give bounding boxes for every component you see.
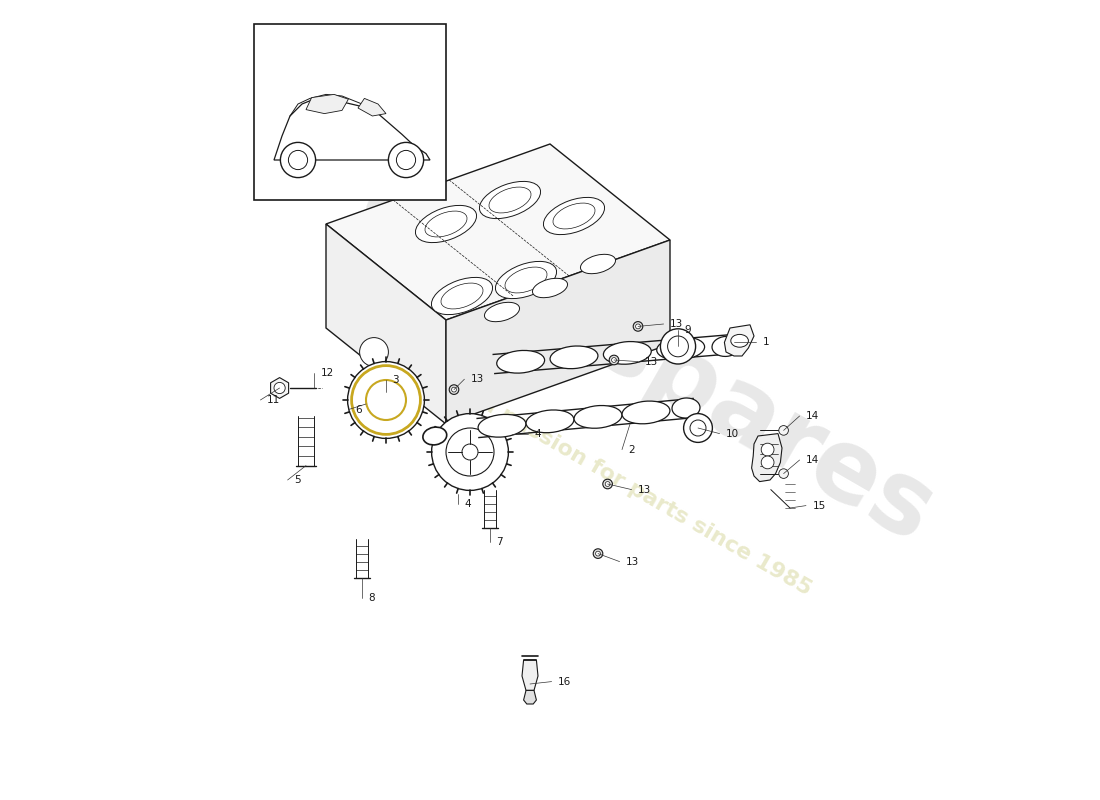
Polygon shape (522, 660, 538, 690)
Circle shape (668, 336, 689, 357)
Circle shape (605, 482, 610, 486)
Ellipse shape (490, 187, 531, 213)
Circle shape (634, 322, 642, 331)
Circle shape (593, 549, 603, 558)
Ellipse shape (581, 254, 616, 274)
Ellipse shape (497, 350, 544, 373)
Circle shape (779, 426, 789, 435)
Ellipse shape (425, 211, 468, 237)
Bar (254, 24, 446, 200)
Ellipse shape (550, 346, 598, 369)
Text: 13: 13 (471, 374, 484, 384)
Ellipse shape (422, 427, 447, 445)
Circle shape (360, 370, 388, 398)
Polygon shape (524, 690, 537, 704)
Ellipse shape (730, 334, 748, 347)
Circle shape (378, 392, 394, 408)
Ellipse shape (657, 337, 705, 360)
Circle shape (449, 385, 459, 394)
Text: 4: 4 (464, 499, 471, 509)
Polygon shape (751, 434, 782, 482)
Ellipse shape (441, 283, 483, 309)
Circle shape (595, 551, 601, 556)
Ellipse shape (484, 302, 519, 322)
Circle shape (761, 443, 774, 456)
Circle shape (660, 329, 695, 364)
Circle shape (683, 414, 713, 442)
Text: 7: 7 (496, 538, 503, 547)
Text: 12: 12 (320, 368, 333, 378)
Circle shape (388, 142, 424, 178)
Text: 14: 14 (806, 411, 820, 421)
Ellipse shape (604, 342, 651, 364)
Circle shape (761, 456, 774, 469)
Polygon shape (306, 94, 349, 114)
Ellipse shape (416, 206, 476, 242)
Text: 6: 6 (355, 405, 362, 414)
Text: 1: 1 (762, 338, 769, 347)
Circle shape (348, 362, 425, 438)
Circle shape (274, 382, 285, 394)
Circle shape (636, 324, 640, 329)
Circle shape (360, 386, 388, 414)
Text: 5: 5 (294, 475, 300, 485)
Ellipse shape (623, 401, 670, 424)
Text: a passion for parts since 1985: a passion for parts since 1985 (477, 393, 815, 599)
Text: 13: 13 (626, 557, 639, 566)
Ellipse shape (532, 278, 568, 298)
Text: 2: 2 (628, 445, 635, 454)
Ellipse shape (543, 198, 605, 234)
Circle shape (462, 444, 478, 460)
Polygon shape (326, 144, 670, 320)
Circle shape (779, 469, 789, 478)
Text: 13: 13 (645, 357, 658, 366)
Circle shape (280, 142, 316, 178)
Circle shape (452, 387, 456, 392)
Circle shape (431, 414, 508, 490)
Text: 14: 14 (806, 455, 820, 465)
Text: 11: 11 (267, 395, 280, 405)
Circle shape (396, 150, 416, 170)
Text: 9: 9 (684, 325, 691, 334)
Text: 13: 13 (638, 485, 651, 494)
Ellipse shape (431, 278, 493, 314)
Circle shape (612, 358, 616, 362)
Text: 16: 16 (558, 677, 571, 686)
Polygon shape (274, 98, 430, 160)
Circle shape (690, 420, 706, 436)
Text: eurOspares: eurOspares (341, 156, 951, 564)
Circle shape (603, 479, 613, 489)
Circle shape (609, 355, 619, 365)
Ellipse shape (553, 203, 595, 229)
Polygon shape (326, 224, 446, 424)
Circle shape (362, 376, 410, 424)
Ellipse shape (480, 182, 540, 218)
Circle shape (352, 366, 420, 434)
Ellipse shape (495, 262, 557, 298)
Ellipse shape (505, 267, 547, 293)
Ellipse shape (672, 398, 700, 418)
Polygon shape (446, 240, 670, 424)
Text: 8: 8 (368, 594, 375, 603)
Circle shape (446, 428, 494, 476)
Text: 13: 13 (670, 319, 683, 329)
Circle shape (288, 150, 308, 170)
Ellipse shape (526, 410, 574, 433)
Text: 10: 10 (726, 429, 739, 438)
Ellipse shape (478, 414, 526, 437)
Circle shape (360, 338, 388, 366)
Ellipse shape (574, 406, 622, 428)
Text: 15: 15 (813, 501, 826, 510)
Text: 4: 4 (534, 430, 540, 439)
Circle shape (366, 380, 406, 420)
Polygon shape (271, 378, 288, 398)
Polygon shape (725, 325, 754, 356)
Polygon shape (358, 98, 386, 116)
Ellipse shape (712, 336, 740, 357)
Text: 3: 3 (393, 375, 399, 385)
